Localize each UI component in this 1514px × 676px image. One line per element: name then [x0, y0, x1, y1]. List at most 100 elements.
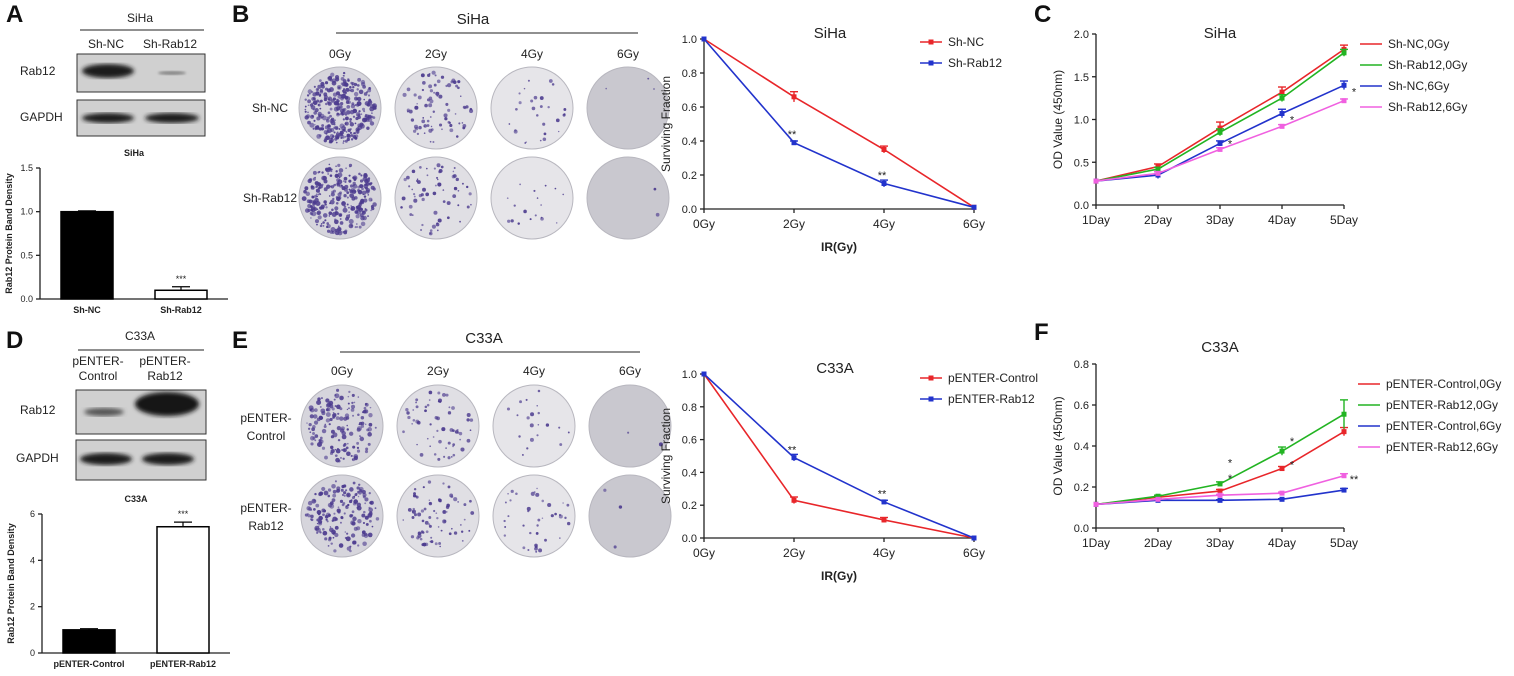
colony — [352, 414, 355, 417]
blot-row-gapdh: GAPDH — [20, 110, 63, 124]
colony — [341, 135, 345, 139]
colony — [510, 489, 514, 493]
colony — [304, 208, 310, 213]
colony — [451, 78, 456, 83]
colony — [327, 494, 331, 498]
colony — [429, 89, 434, 93]
significance-mark: *** — [178, 509, 189, 519]
colony — [567, 431, 570, 434]
colony — [321, 124, 325, 128]
colony — [351, 510, 355, 514]
colony — [356, 84, 360, 87]
colony — [333, 123, 336, 126]
chart-title: C33A — [1201, 339, 1239, 356]
colony — [406, 175, 410, 180]
x-tick-label: Sh-Rab12 — [160, 305, 202, 315]
colony — [341, 434, 347, 440]
data-point — [701, 36, 707, 42]
colony — [367, 94, 371, 97]
y-tick-label: 1.0 — [20, 207, 33, 217]
colony — [446, 201, 451, 206]
colony — [331, 212, 337, 217]
colony — [307, 204, 312, 209]
colony — [333, 398, 336, 401]
colony — [526, 416, 530, 420]
colony — [507, 492, 509, 495]
colony — [330, 185, 335, 189]
colony — [314, 194, 318, 198]
colony — [335, 126, 339, 130]
colony — [336, 404, 341, 410]
colony — [327, 502, 333, 508]
colony — [329, 527, 334, 533]
colony — [304, 513, 308, 517]
petri-dish — [588, 384, 672, 468]
colony — [432, 191, 437, 196]
colony — [307, 104, 310, 107]
colony — [310, 514, 314, 519]
colony — [343, 512, 346, 515]
x-tick-label: 3Day — [1206, 536, 1234, 550]
colony — [319, 88, 324, 93]
y-tick-label: 0.0 — [682, 204, 697, 216]
petri-dish — [588, 474, 672, 558]
colony — [407, 415, 411, 420]
colony — [443, 113, 448, 118]
colony — [311, 195, 315, 199]
colony — [411, 188, 413, 191]
data-point — [1093, 501, 1099, 507]
data-point — [881, 147, 887, 152]
colony — [345, 446, 349, 450]
colony — [504, 526, 507, 528]
survival-chart-siha: SiHa 0.0 0.2 0.4 0.6 0.8 1.0 0Gy 2Gy 4Gy 6Gy IR(Gy)… — [659, 25, 1002, 254]
colony — [343, 491, 347, 495]
data-point — [1217, 146, 1223, 152]
colony — [363, 198, 368, 203]
significance-mark: * — [1228, 138, 1233, 150]
colony — [468, 529, 471, 532]
colony — [358, 483, 361, 486]
legend-label: Sh-Rab12,0Gy — [1388, 58, 1467, 72]
colony — [503, 534, 507, 537]
colony — [365, 447, 369, 451]
x-tick-label: 1Day — [1082, 213, 1110, 227]
colony — [307, 514, 311, 518]
data-point — [1155, 496, 1161, 502]
colony — [653, 88, 655, 90]
colony — [374, 507, 377, 510]
colony — [316, 400, 322, 406]
colony — [347, 206, 350, 209]
colony — [522, 546, 526, 550]
colony — [436, 95, 439, 97]
colony — [312, 436, 316, 440]
colony — [364, 409, 369, 414]
colony — [420, 509, 425, 513]
colony — [523, 209, 527, 214]
colony — [324, 455, 328, 460]
colony — [466, 185, 469, 189]
colony — [336, 131, 339, 133]
colony — [342, 88, 346, 91]
colony — [363, 406, 367, 410]
significance-mark: ** — [878, 489, 887, 501]
colony — [313, 414, 318, 419]
x-axis-label: IR(Gy) — [821, 569, 857, 583]
colony — [342, 71, 346, 75]
colony — [330, 227, 336, 232]
colony — [318, 521, 323, 526]
colony — [336, 135, 340, 139]
colony — [338, 196, 342, 200]
colony — [550, 514, 554, 518]
colony — [518, 101, 522, 105]
colony — [328, 215, 331, 217]
colony — [458, 431, 463, 436]
colony — [329, 174, 333, 177]
colony — [422, 187, 426, 192]
colony — [411, 510, 414, 513]
colony — [465, 105, 469, 109]
colony — [314, 124, 316, 126]
colony — [310, 208, 314, 212]
colony — [320, 408, 326, 414]
colony — [324, 203, 327, 206]
colony — [403, 177, 407, 182]
